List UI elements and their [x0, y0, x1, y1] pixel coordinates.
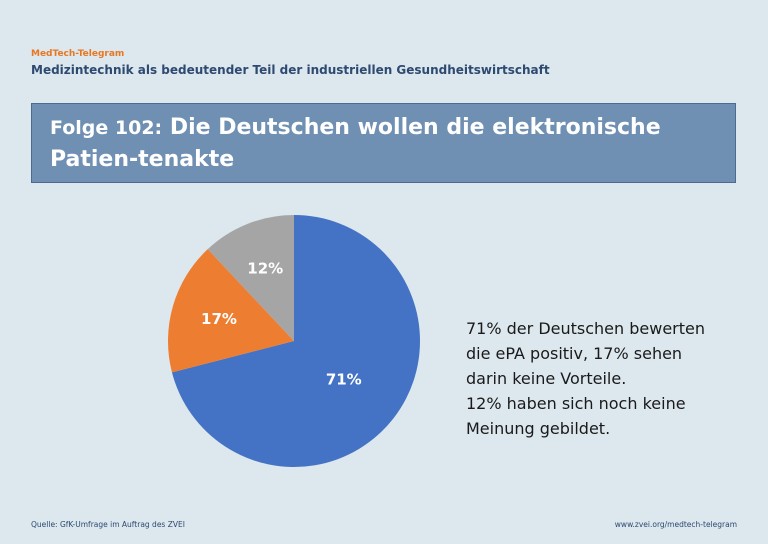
source-note: Quelle: GfK-Umfrage im Auftrag des ZVEI — [31, 520, 185, 529]
description-line-3: darin keine Vorteile. — [466, 369, 627, 388]
pie-label-1: 71% — [326, 371, 362, 389]
pie-slice-1 — [171, 215, 420, 467]
title-banner: Folge 102: Die Deutschen wollen die elek… — [31, 103, 736, 183]
chart-description: 71% der Deutschen bewerten die ePA posit… — [466, 316, 756, 441]
page-title: Folge 102: Die Deutschen wollen die elek… — [50, 112, 720, 175]
pie-chart: 71% 17% 12% — [168, 215, 420, 467]
description-line-2: die ePA positiv, 17% sehen — [466, 344, 683, 363]
footer-url: www.zvei.org/medtech-telegram — [614, 520, 737, 529]
description-line-1: 71% der Deutschen bewerten — [466, 319, 705, 338]
header-subtitle: Medizintechnik als bedeutender Teil der … — [31, 63, 550, 77]
title-main: Die Deutschen wollen die elektronische P… — [50, 115, 661, 172]
pie-slice-3 — [207, 215, 294, 341]
pie-label-3: 12% — [247, 259, 283, 277]
pie-label-2: 17% — [201, 310, 237, 328]
description-line-4: 12% haben sich noch keine — [466, 394, 686, 413]
title-prefix: Folge 102: — [50, 117, 163, 139]
description-line-5: Meinung gebildet. — [466, 419, 611, 438]
brand-label: MedTech-Telegram — [31, 49, 125, 59]
pie-slice-2 — [168, 249, 294, 373]
